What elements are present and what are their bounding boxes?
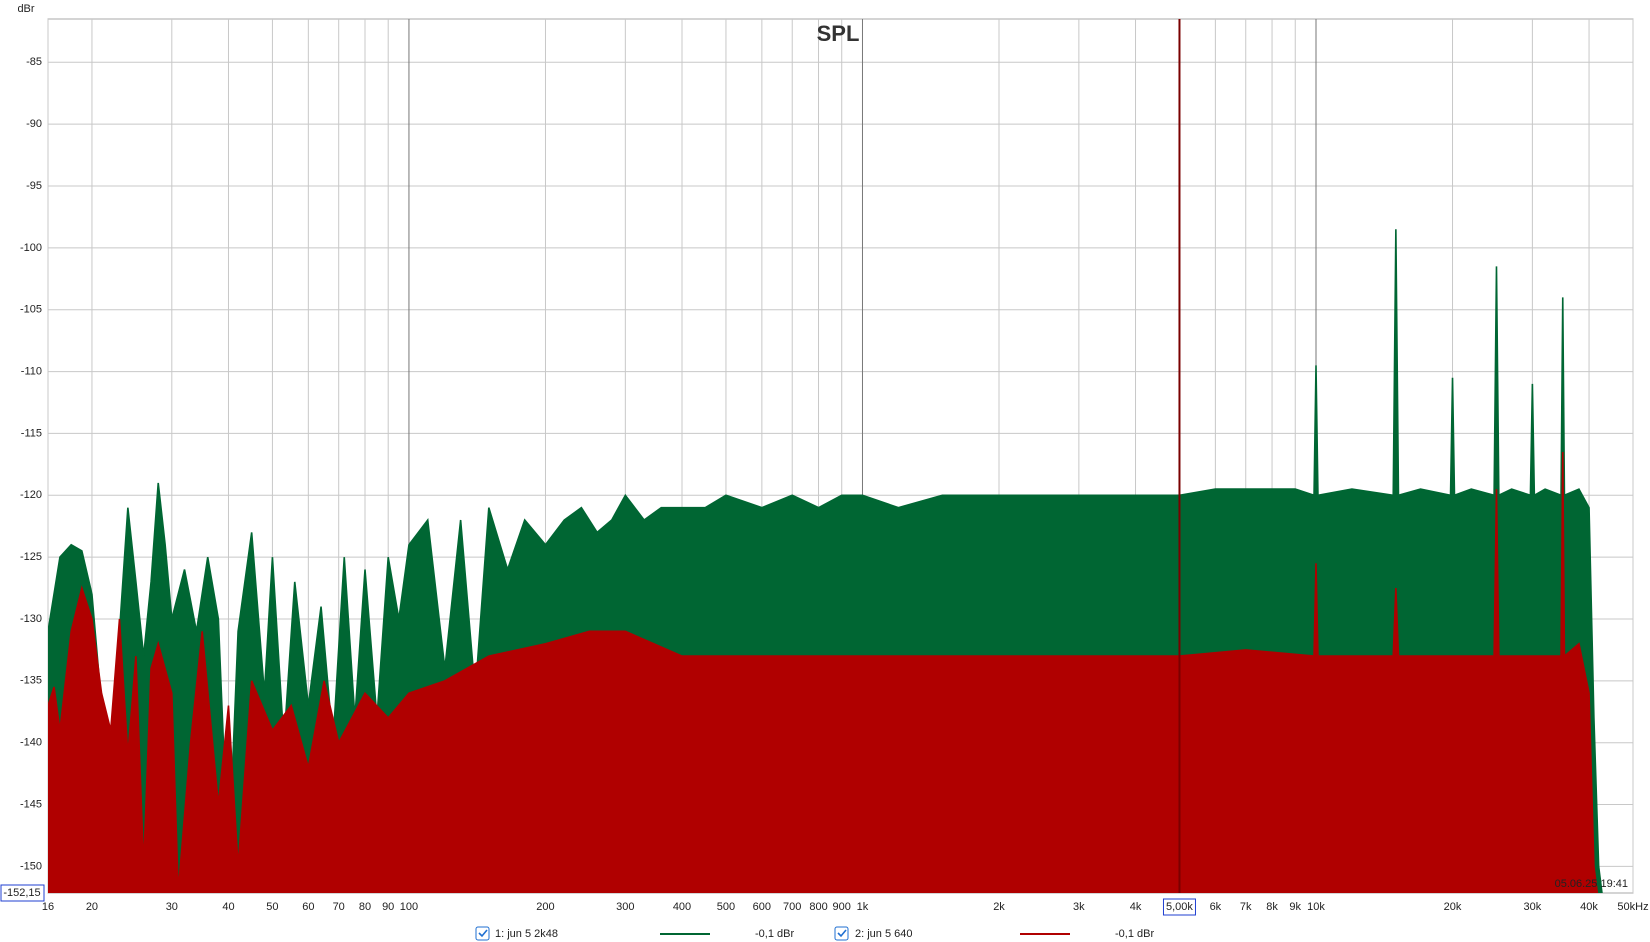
y-tick-label: -125 — [20, 551, 42, 563]
y-tick-label: -85 — [26, 56, 42, 68]
x-tick-label: 90 — [382, 901, 394, 913]
x-tick-label: 4k — [1130, 901, 1142, 913]
y-tick-label: -145 — [20, 798, 42, 810]
y-tick-label: -135 — [20, 675, 42, 687]
x-tick-label: 40k — [1580, 901, 1598, 913]
x-tick-label: 800 — [809, 901, 827, 913]
x-tick-label: 700 — [783, 901, 801, 913]
legend-label: 2: jun 5 640 — [855, 928, 913, 940]
cursor-y-label: -152,15 — [3, 887, 40, 899]
legend-label: 1: jun 5 2k48 — [495, 928, 558, 940]
legend-checkbox[interactable] — [475, 926, 490, 941]
series-layer — [48, 229, 1604, 893]
x-tick-label: 50 — [266, 901, 278, 913]
x-tick-label: 30k — [1524, 901, 1542, 913]
cursor-y-box — [0, 884, 45, 902]
x-tick-label: 100 — [400, 901, 418, 913]
x-tick-label: 8k — [1266, 901, 1278, 913]
y-tick-label: -115 — [21, 427, 42, 439]
y-tick-label: -90 — [26, 118, 42, 130]
x-tick-label: 1k — [857, 901, 869, 913]
x-tick-label: 6k — [1210, 901, 1222, 913]
x-tick-label: 200 — [536, 901, 554, 913]
y-tick-label: -105 — [20, 304, 42, 316]
x-tick-label: 9k — [1289, 901, 1301, 913]
y-tick-label: -100 — [20, 242, 42, 254]
y-tick-label: -140 — [20, 737, 42, 749]
labels: -85 -90 -95 -100 -105 -110 -115 -120 -125 -130 -13… — [20, 56, 1649, 913]
y-tick-label: -130 — [20, 613, 42, 625]
x-tick-label: 2k — [993, 901, 1005, 913]
x-tick-label: 20k — [1444, 901, 1462, 913]
y-tick-label: -120 — [20, 489, 42, 501]
x-tick-label: 300 — [616, 901, 634, 913]
x-tick-label: 16 — [42, 901, 54, 913]
x-tick-label: 40 — [222, 901, 234, 913]
x-tick-label: 80 — [359, 901, 371, 913]
legend-value: -0,1 dBr — [1115, 928, 1154, 940]
x-tick-label: 30 — [166, 901, 178, 913]
series-line — [48, 229, 1603, 893]
legend-value: -0,1 dBr — [755, 928, 794, 940]
x-tick-label: 70 — [333, 901, 345, 913]
x-tick-label: 600 — [753, 901, 771, 913]
x-tick-label: 900 — [833, 901, 851, 913]
x-tick-label: 10k — [1307, 901, 1325, 913]
y-tick-label: -110 — [21, 365, 42, 377]
x-tick-label: 500 — [717, 901, 735, 913]
cursor-x-box — [1162, 898, 1196, 916]
series-line — [48, 451, 1599, 893]
y-tick-label: -95 — [26, 180, 42, 192]
timestamp: 05.06.25 19:41 — [1555, 878, 1628, 890]
y-tick-label: -150 — [20, 860, 42, 872]
series-area — [48, 451, 1599, 893]
legend-checkbox[interactable] — [834, 926, 849, 941]
chart-title: SPL — [817, 21, 860, 46]
x-tick-label: 20 — [86, 901, 98, 913]
y-axis-label: dBr — [17, 3, 34, 15]
x-tick-label: 60 — [302, 901, 314, 913]
x-tick-label: 7k — [1240, 901, 1252, 913]
cursor-x-label: 5,00k — [1166, 901, 1193, 913]
x-tick-label: 3k — [1073, 901, 1085, 913]
x-tick-label: 50kHz — [1617, 901, 1648, 913]
x-tick-label: 400 — [673, 901, 691, 913]
